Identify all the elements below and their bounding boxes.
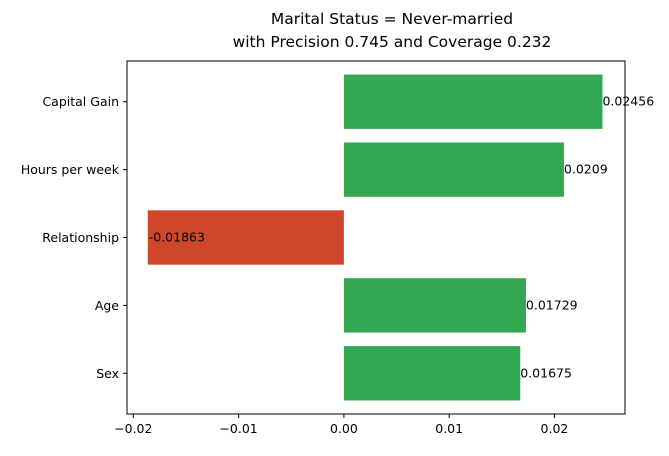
bar [147, 210, 344, 265]
chart-title-line-2: with Precision 0.745 and Coverage 0.232 [233, 33, 552, 51]
x-tick-label: 0.01 [435, 421, 463, 436]
x-tick-label: 0.00 [330, 421, 358, 436]
bar [343, 278, 526, 333]
x-tick-label: −0.02 [114, 421, 152, 436]
y-tick-label: Sex [96, 366, 119, 381]
x-tick-label: −0.01 [219, 421, 257, 436]
data-label: 0.01675 [520, 365, 572, 380]
data-label: 0.0209 [564, 162, 608, 177]
data-label: -0.01863 [149, 230, 205, 245]
y-tick-label: Capital Gain [42, 94, 119, 109]
x-tick-label: 0.02 [541, 421, 569, 436]
axes-frame [126, 60, 626, 415]
y-tick-label: Relationship [42, 230, 119, 245]
bar [343, 74, 603, 129]
y-tick-label: Age [95, 298, 119, 313]
data-label: 0.02456 [602, 94, 654, 109]
y-tick-label: Hours per week [21, 162, 120, 177]
bar [343, 346, 521, 401]
plot-area: 0.02456 Capital Gain 0.0209 Hours per week -… [21, 74, 654, 436]
data-label: 0.01729 [526, 297, 578, 312]
chart-title-line-1: Marital Status = Never-married [271, 10, 513, 28]
bar [343, 142, 564, 197]
